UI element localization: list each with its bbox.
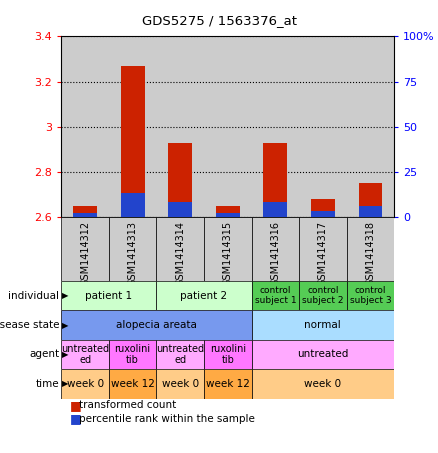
Text: normal: normal: [304, 320, 341, 330]
Bar: [216, 206, 240, 217]
Bar: [359, 206, 382, 217]
Bar: [168, 202, 192, 217]
Bar: [61, 217, 109, 281]
Text: ▶: ▶: [62, 350, 68, 359]
Bar: [299, 36, 346, 217]
Text: control
subject 2: control subject 2: [302, 286, 344, 305]
Bar: [204, 369, 251, 399]
Bar: [61, 340, 109, 369]
Text: week 12: week 12: [111, 379, 155, 389]
Text: untreated: untreated: [297, 349, 349, 360]
Text: patient 2: patient 2: [180, 290, 228, 301]
Text: time: time: [35, 379, 59, 389]
Text: ▶: ▶: [62, 291, 68, 300]
Text: individual: individual: [8, 290, 59, 301]
Text: GSM1414317: GSM1414317: [318, 221, 328, 286]
Text: alopecia areata: alopecia areata: [116, 320, 197, 330]
Text: GSM1414312: GSM1414312: [80, 221, 90, 286]
Bar: [109, 340, 156, 369]
Bar: [251, 36, 299, 217]
Text: control
subject 3: control subject 3: [350, 286, 391, 305]
Text: week 12: week 12: [206, 379, 250, 389]
Bar: [263, 143, 287, 217]
Text: control
subject 1: control subject 1: [254, 286, 296, 305]
Text: ▶: ▶: [62, 321, 68, 329]
Bar: [61, 369, 109, 399]
Bar: [311, 211, 335, 217]
Bar: [156, 281, 251, 310]
Text: ▶: ▶: [62, 380, 68, 388]
Bar: [73, 213, 97, 217]
Text: GDS5275 / 1563376_at: GDS5275 / 1563376_at: [141, 14, 297, 27]
Bar: [156, 369, 204, 399]
Text: week 0: week 0: [162, 379, 199, 389]
Bar: [168, 143, 192, 217]
Bar: [263, 202, 287, 217]
Text: percentile rank within the sample: percentile rank within the sample: [79, 414, 255, 424]
Text: untreated
ed: untreated ed: [156, 344, 204, 365]
Bar: [216, 213, 240, 217]
Bar: [251, 281, 299, 310]
Bar: [251, 310, 394, 340]
Bar: [251, 340, 394, 369]
Text: agent: agent: [29, 349, 59, 360]
Text: ruxolini
tib: ruxolini tib: [115, 344, 151, 365]
Bar: [346, 281, 394, 310]
Bar: [121, 193, 145, 217]
Text: GSM1414313: GSM1414313: [127, 221, 138, 285]
Bar: [346, 217, 394, 281]
Text: ■: ■: [70, 413, 82, 425]
Bar: [204, 217, 251, 281]
Bar: [359, 183, 382, 217]
Bar: [299, 217, 346, 281]
Bar: [311, 199, 335, 217]
Text: patient 1: patient 1: [85, 290, 132, 301]
Text: ruxolini
tib: ruxolini tib: [210, 344, 246, 365]
Bar: [299, 281, 346, 310]
Bar: [61, 310, 251, 340]
Bar: [109, 217, 156, 281]
Text: untreated
ed: untreated ed: [61, 344, 109, 365]
Bar: [121, 66, 145, 217]
Text: GSM1414318: GSM1414318: [365, 221, 375, 285]
Bar: [156, 36, 204, 217]
Text: disease state: disease state: [0, 320, 59, 330]
Text: week 0: week 0: [304, 379, 342, 389]
Bar: [109, 369, 156, 399]
Text: transformed count: transformed count: [79, 400, 176, 410]
Bar: [204, 36, 251, 217]
Bar: [61, 36, 109, 217]
Bar: [109, 36, 156, 217]
Text: GSM1414316: GSM1414316: [270, 221, 280, 285]
Text: GSM1414315: GSM1414315: [223, 221, 233, 286]
Bar: [61, 281, 156, 310]
Bar: [251, 217, 299, 281]
Bar: [73, 206, 97, 217]
Text: GSM1414314: GSM1414314: [175, 221, 185, 285]
Bar: [204, 340, 251, 369]
Text: ■: ■: [70, 399, 82, 412]
Bar: [156, 217, 204, 281]
Bar: [156, 340, 204, 369]
Bar: [251, 369, 394, 399]
Bar: [346, 36, 394, 217]
Text: week 0: week 0: [67, 379, 104, 389]
